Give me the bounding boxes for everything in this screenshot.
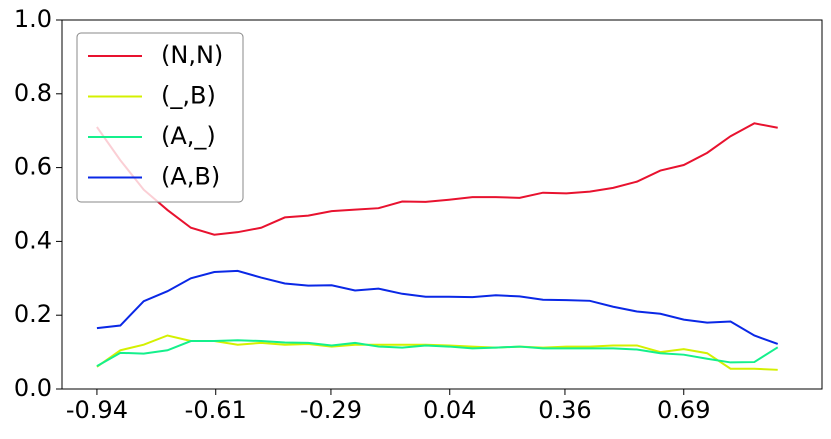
series-line — [96, 269, 779, 345]
x-tick-label: 0.04 — [423, 396, 476, 424]
legend-label: (N,N) — [161, 41, 223, 69]
legend-label: (_,B) — [161, 82, 216, 110]
x-tick-label: 0.69 — [657, 396, 710, 424]
y-tick-label: 0.6 — [14, 153, 52, 181]
legend-label: (A,_) — [161, 122, 216, 150]
y-tick-label: 0.4 — [14, 226, 52, 254]
legend-label: (A,B) — [161, 163, 220, 191]
y-tick-label: 1.0 — [14, 5, 52, 33]
x-tick-label: -0.94 — [66, 396, 128, 424]
x-tick-label: -0.61 — [185, 396, 247, 424]
y-tick-label: 0.2 — [14, 300, 52, 328]
plot-frame — [61, 19, 823, 390]
series-line — [96, 339, 779, 367]
y-tick-label: 0.8 — [14, 79, 52, 107]
y-tick-label: 0.0 — [14, 374, 52, 402]
x-tick-label: 0.36 — [538, 396, 591, 424]
series-line — [96, 122, 778, 236]
x-tick-label: -0.29 — [300, 396, 362, 424]
legend-box — [76, 32, 244, 203]
